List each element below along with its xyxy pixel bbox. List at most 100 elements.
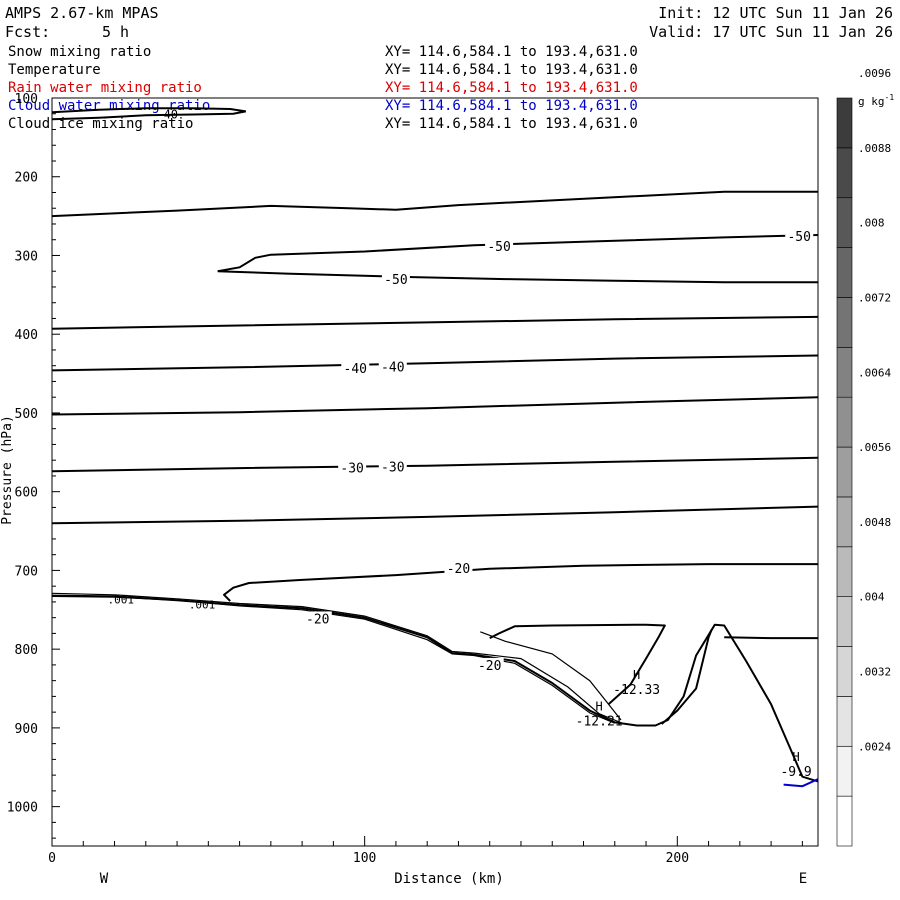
colorbar-swatch bbox=[836, 646, 853, 697]
isotherm-line bbox=[217, 234, 819, 273]
colorbar-swatch bbox=[836, 97, 853, 149]
colorbar-swatch bbox=[836, 197, 853, 248]
isotherm-line bbox=[724, 636, 818, 640]
extremum-value: -12.33 bbox=[613, 683, 660, 698]
colorbar-swatch bbox=[836, 546, 853, 597]
valid-time: Valid: 17 UTC Sun 11 Jan 26 bbox=[649, 23, 893, 41]
extremum-symbol: H bbox=[792, 750, 799, 764]
extremum-symbol: H bbox=[633, 668, 640, 682]
isotherm-line bbox=[223, 563, 818, 602]
legend-field-xy: XY= 114.6,584.1 to 193.4,631.0 bbox=[385, 62, 638, 78]
colorbar-swatch bbox=[836, 396, 853, 448]
y-tick-label: 300 bbox=[15, 249, 38, 264]
isotherm-line bbox=[51, 396, 819, 416]
colorbar-label: .0032 bbox=[858, 665, 891, 678]
init-time: Init: 12 UTC Sun 11 Jan 26 bbox=[658, 4, 893, 22]
colorbar-swatch bbox=[836, 297, 853, 348]
colorbar-label: .0072 bbox=[858, 291, 891, 304]
legend-field-xy: XY= 114.6,584.1 to 193.4,631.0 bbox=[385, 80, 638, 96]
cloud-ice-label: 40 bbox=[164, 108, 178, 122]
y-tick-label: 900 bbox=[15, 722, 38, 737]
colorbar-label: .0024 bbox=[858, 740, 891, 753]
x-tick-label: 200 bbox=[666, 851, 689, 866]
colorbar-swatch bbox=[836, 596, 853, 647]
extremum-value: -9.9 bbox=[780, 765, 811, 780]
y-tick-label: 1000 bbox=[7, 801, 38, 816]
snow-contour bbox=[51, 592, 625, 725]
colorbar-swatch bbox=[836, 696, 853, 747]
model-title: AMPS 2.67-km MPAS bbox=[5, 4, 159, 22]
temperature-label-bg bbox=[378, 359, 407, 374]
temperature-label: -50 bbox=[384, 273, 407, 288]
snow-contour bbox=[480, 631, 622, 721]
legend-field-name: Snow mixing ratio bbox=[8, 44, 152, 60]
isotherm-line bbox=[51, 315, 819, 330]
y-tick-label: 200 bbox=[15, 171, 38, 186]
isotherm-line bbox=[51, 354, 819, 372]
west-label: W bbox=[100, 871, 109, 887]
colorbar-label: .0088 bbox=[858, 142, 891, 155]
plot-layer: 40.001.001-50-50-50-40 -40-30 -30-20-20-20… bbox=[51, 107, 819, 788]
legend-field-name: Cloud water mixing ratio bbox=[8, 98, 211, 114]
east-label: E bbox=[799, 871, 807, 887]
colorbar-label: .004 bbox=[858, 591, 885, 604]
legend-field-name: Temperature bbox=[8, 62, 101, 78]
temperature-label-bg bbox=[341, 361, 370, 376]
isotherm-line bbox=[489, 623, 666, 706]
colorbar-swatch bbox=[836, 795, 853, 847]
cloud-ice-contour bbox=[51, 107, 246, 121]
y-axis-title: Pressure (hPa) bbox=[0, 415, 15, 525]
legend-field-name: Rain water mixing ratio bbox=[8, 80, 202, 96]
colorbar-label: .008 bbox=[858, 217, 885, 230]
colorbar-unit: g kg-1 bbox=[858, 93, 894, 108]
y-tick-label: 800 bbox=[15, 643, 38, 658]
temperature-label-bg bbox=[378, 459, 407, 474]
temperature-label-bg bbox=[381, 272, 410, 287]
temperature-label: -50 bbox=[787, 230, 810, 245]
temperature-label: -40 bbox=[381, 360, 404, 375]
y-tick-label: 700 bbox=[15, 564, 38, 579]
colorbar-swatch bbox=[836, 147, 853, 199]
colorbar-label: .0096 bbox=[858, 67, 891, 80]
cloud-water-contour bbox=[783, 778, 819, 788]
temperature-label: -30 bbox=[340, 461, 363, 476]
y-tick-label: 500 bbox=[15, 407, 38, 422]
snow-contour bbox=[51, 595, 616, 724]
x-axis-title: Distance (km) bbox=[394, 871, 504, 887]
y-top-label: 100 bbox=[15, 92, 38, 107]
forecast-label: Fcst: bbox=[5, 23, 51, 41]
temperature-label: -20 bbox=[478, 659, 501, 674]
isotherm-line bbox=[51, 505, 819, 525]
colorbar-swatch bbox=[836, 247, 853, 298]
temperature-label-bg bbox=[303, 611, 332, 626]
extremum-value: -12.21 bbox=[576, 714, 623, 729]
legend-field-xy: XY= 114.6,584.1 to 193.4,631.0 bbox=[385, 98, 638, 114]
colorbar-label: .0048 bbox=[858, 516, 891, 529]
y-tick-label: 600 bbox=[15, 486, 38, 501]
temperature-label-bg bbox=[338, 460, 367, 475]
temperature-label: -50 bbox=[487, 240, 510, 255]
temperature-label-bg bbox=[444, 561, 473, 576]
temperature-label: -20 bbox=[306, 612, 329, 627]
x-tick-label: 100 bbox=[353, 851, 376, 866]
extremum-symbol: H bbox=[596, 699, 603, 713]
isotherm-line bbox=[217, 270, 818, 284]
isotherm-line bbox=[51, 190, 818, 218]
temperature-label: -20 bbox=[447, 562, 470, 577]
colorbar-label: .0056 bbox=[858, 441, 891, 454]
forecast-hour: 5 h bbox=[102, 23, 130, 41]
temperature-label-bg bbox=[485, 239, 514, 254]
colorbar-swatch bbox=[836, 446, 853, 498]
legend-field-xy: XY= 114.6,584.1 to 193.4,631.0 bbox=[385, 116, 638, 132]
temperature-label: -40 bbox=[344, 362, 367, 377]
colorbar: .0024 .0032 .004 .0048 .0056 .0064 .0072 .008 .0… bbox=[836, 67, 891, 847]
colorbar-swatch bbox=[836, 347, 853, 398]
colorbar-label: .0064 bbox=[858, 366, 891, 379]
legend-field-xy: XY= 114.6,584.1 to 193.4,631.0 bbox=[385, 44, 638, 60]
snow-contour-label: .001 bbox=[189, 598, 216, 611]
plot-frame bbox=[51, 97, 819, 847]
colorbar-swatch bbox=[836, 745, 853, 797]
colorbar-swatch bbox=[836, 496, 853, 548]
